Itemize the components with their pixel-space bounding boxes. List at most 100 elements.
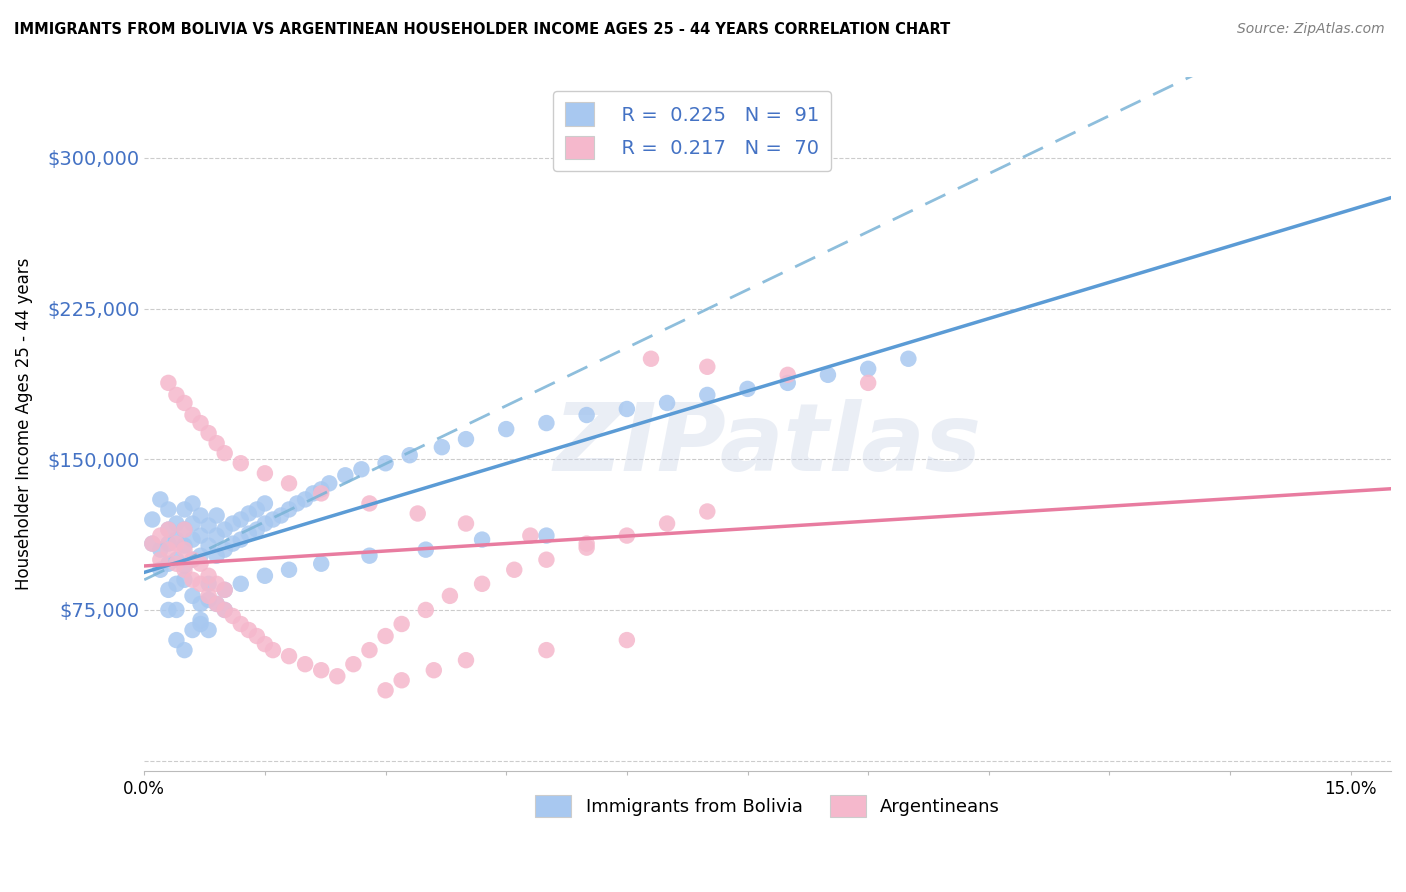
Point: [181, 408, 204, 422]
Point: [214, 446, 236, 460]
Point: [181, 552, 204, 566]
Point: [536, 416, 558, 430]
Point: [141, 536, 163, 550]
Point: [173, 643, 195, 657]
Point: [430, 440, 453, 454]
Point: [205, 528, 228, 542]
Point: [205, 436, 228, 450]
Point: [181, 533, 204, 547]
Point: [246, 629, 269, 643]
Point: [173, 396, 195, 410]
Point: [165, 533, 187, 547]
Point: [141, 536, 163, 550]
Point: [165, 633, 187, 648]
Point: [253, 568, 276, 582]
Point: [856, 361, 879, 376]
Point: [359, 496, 381, 510]
Point: [165, 536, 187, 550]
Point: [190, 549, 212, 563]
Point: [205, 597, 228, 611]
Point: [536, 552, 558, 566]
Point: [181, 623, 204, 637]
Point: [190, 528, 212, 542]
Point: [655, 516, 678, 531]
Point: [309, 483, 332, 497]
Point: [197, 426, 219, 441]
Point: [696, 504, 718, 518]
Legend: Immigrants from Bolivia, Argentineans: Immigrants from Bolivia, Argentineans: [527, 788, 1007, 824]
Point: [342, 657, 364, 672]
Point: [165, 577, 187, 591]
Point: [149, 542, 172, 557]
Point: [229, 577, 252, 591]
Point: [157, 523, 180, 537]
Point: [238, 623, 260, 637]
Point: [238, 507, 260, 521]
Point: [173, 523, 195, 537]
Point: [374, 629, 396, 643]
Point: [253, 496, 276, 510]
Point: [640, 351, 662, 366]
Point: [141, 512, 163, 526]
Point: [278, 476, 301, 491]
Point: [391, 617, 413, 632]
Point: [262, 643, 284, 657]
Point: [190, 577, 212, 591]
Point: [262, 512, 284, 526]
Point: [309, 663, 332, 677]
Point: [423, 663, 446, 677]
Point: [181, 516, 204, 531]
Point: [214, 582, 236, 597]
Point: [205, 549, 228, 563]
Point: [471, 533, 494, 547]
Point: [214, 542, 236, 557]
Point: [214, 603, 236, 617]
Point: [205, 577, 228, 591]
Point: [318, 476, 340, 491]
Point: [253, 467, 276, 481]
Point: [350, 462, 373, 476]
Point: [181, 589, 204, 603]
Point: [157, 582, 180, 597]
Point: [415, 603, 437, 617]
Point: [173, 558, 195, 573]
Point: [197, 539, 219, 553]
Point: [190, 617, 212, 632]
Point: [197, 577, 219, 591]
Point: [173, 542, 195, 557]
Point: [335, 468, 357, 483]
Point: [190, 557, 212, 571]
Point: [737, 382, 759, 396]
Point: [454, 432, 477, 446]
Point: [398, 448, 420, 462]
Point: [326, 669, 349, 683]
Point: [173, 573, 195, 587]
Point: [309, 557, 332, 571]
Text: IMMIGRANTS FROM BOLIVIA VS ARGENTINEAN HOUSEHOLDER INCOME AGES 25 - 44 YEARS COR: IMMIGRANTS FROM BOLIVIA VS ARGENTINEAN H…: [14, 22, 950, 37]
Point: [374, 683, 396, 698]
Y-axis label: Householder Income Ages 25 - 44 years: Householder Income Ages 25 - 44 years: [15, 258, 32, 591]
Point: [406, 507, 429, 521]
Point: [165, 552, 187, 566]
Point: [575, 541, 598, 555]
Point: [149, 563, 172, 577]
Point: [575, 408, 598, 422]
Point: [294, 492, 316, 507]
Point: [190, 508, 212, 523]
Point: [495, 422, 517, 436]
Point: [696, 359, 718, 374]
Point: [157, 502, 180, 516]
Point: [165, 603, 187, 617]
Point: [278, 502, 301, 516]
Point: [246, 502, 269, 516]
Point: [471, 577, 494, 591]
Point: [359, 643, 381, 657]
Text: Source: ZipAtlas.com: Source: ZipAtlas.com: [1237, 22, 1385, 37]
Point: [181, 496, 204, 510]
Point: [655, 396, 678, 410]
Point: [229, 533, 252, 547]
Point: [181, 573, 204, 587]
Point: [278, 563, 301, 577]
Point: [149, 552, 172, 566]
Point: [165, 516, 187, 531]
